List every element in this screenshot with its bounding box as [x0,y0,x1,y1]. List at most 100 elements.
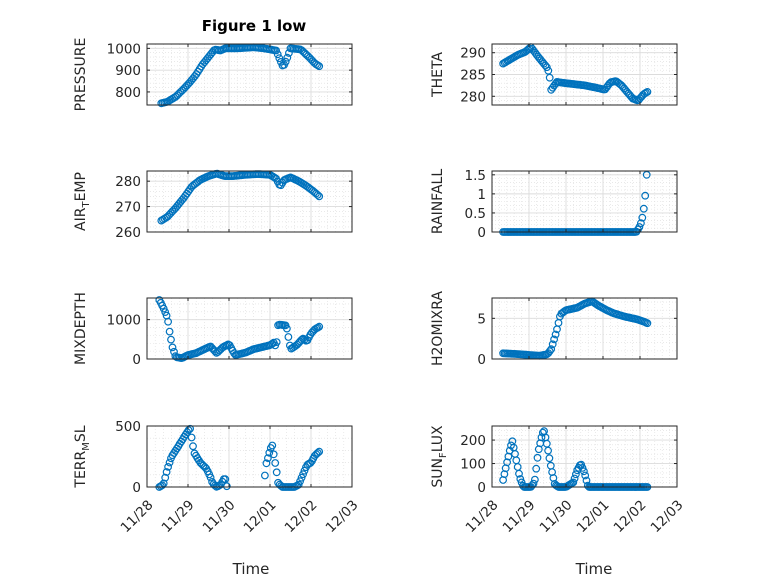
ticks [146,425,353,488]
data-point [271,459,280,467]
data-point [206,473,215,482]
axes-box [146,43,353,106]
axes-box [491,170,678,233]
panel-pressure: 800 900 1000 PRESSURE [73,38,353,111]
y-axis-label: MIXDEPTH [73,292,89,365]
y-label-part: SL [73,425,89,442]
ticks [146,171,353,233]
axes-box [491,425,678,488]
y-axis-label: AIRTEMP [73,172,92,231]
y-tick-label: 0 [477,225,486,241]
y-tick-label: 200 [460,433,486,449]
data-point [300,466,309,475]
data-point [315,62,324,71]
data-point [542,63,551,72]
y-tick-label: 1000 [107,41,141,57]
data-point [187,433,196,442]
data-point [533,453,542,462]
data-point [313,449,322,457]
y-label-part: LUX [430,425,446,452]
y-tick-label: 0 [477,352,486,368]
x-tick-label: 12/03 [648,497,687,536]
data-point [550,335,558,344]
y-axis-label: RAINFALL [430,169,446,234]
data-point [265,448,274,457]
data-point [261,471,269,480]
data-point [272,46,281,55]
y-tick-label: 1 [477,187,486,203]
axes-box [146,170,353,233]
data-point [639,204,648,213]
data-point [643,87,652,96]
plot-area [492,298,677,359]
data-point [164,463,173,471]
panel-h2omixra: 0 5 H2OMIXRA [430,291,678,368]
y-tick-label: 280 [460,89,486,105]
x-axis-label-left: Time [232,560,270,578]
x-tick-label: 11/28 [463,497,502,536]
y-tick-label: 0 [132,480,141,496]
y-axis-label: TERRMSL [73,425,92,488]
data-point [269,450,278,459]
y-tick-label: 0 [132,352,141,368]
ticks [491,171,678,233]
data-point [638,213,647,222]
data-point [273,50,282,59]
y-tick-label: 285 [460,68,486,84]
data-point [159,304,168,313]
y-tick-label: 260 [115,225,141,241]
series-h2omixra [499,297,652,360]
y-tick-label: 280 [115,174,141,190]
y-label-subscript: M [81,442,92,451]
data-point [315,322,324,331]
axes-box [146,297,353,360]
ticks [146,44,353,105]
data-point [162,468,171,476]
data-point [165,458,174,467]
figure-title: Figure 1 low [202,17,307,35]
data-point [551,330,560,339]
y-label-part: SUN [430,458,446,488]
y-tick-label: 270 [115,200,141,216]
data-point [275,54,284,63]
axes-box [491,297,678,360]
data-point [189,442,197,451]
y-tick-label: 900 [115,63,141,79]
data-point [158,481,167,490]
data-point [315,447,324,456]
y-tick-label: 290 [460,46,486,62]
data-point [164,317,173,326]
data-point [262,459,271,468]
x-tick-label: 12/03 [323,497,362,536]
data-point [570,474,579,483]
y-label-part: EMP [73,172,89,201]
x-tick-label: 12/01 [241,497,280,536]
y-tick-label: 500 [115,419,141,435]
data-point [315,192,324,201]
x-tick-label: 11/29 [500,497,539,536]
ticks [491,298,678,360]
data-point [569,478,578,487]
y-label-part: AIR [73,207,89,231]
data-point [221,475,230,484]
data-point [300,335,309,344]
plot-area [147,426,352,487]
data-point [313,190,322,199]
data-point [515,469,523,478]
data-point [165,327,174,336]
y-label-subscript: T [81,201,92,209]
y-tick-label: 5 [477,311,486,327]
data-point [531,475,539,484]
data-point [297,335,306,344]
data-point [582,476,591,485]
y-tick-label: 0.5 [465,206,486,222]
data-point [581,471,590,480]
x-axis-label-right: Time [575,560,613,578]
y-tick-label: 800 [115,85,141,101]
data-point [272,468,281,477]
series-theta [499,43,652,105]
data-point [580,467,588,476]
data-point [281,57,290,66]
